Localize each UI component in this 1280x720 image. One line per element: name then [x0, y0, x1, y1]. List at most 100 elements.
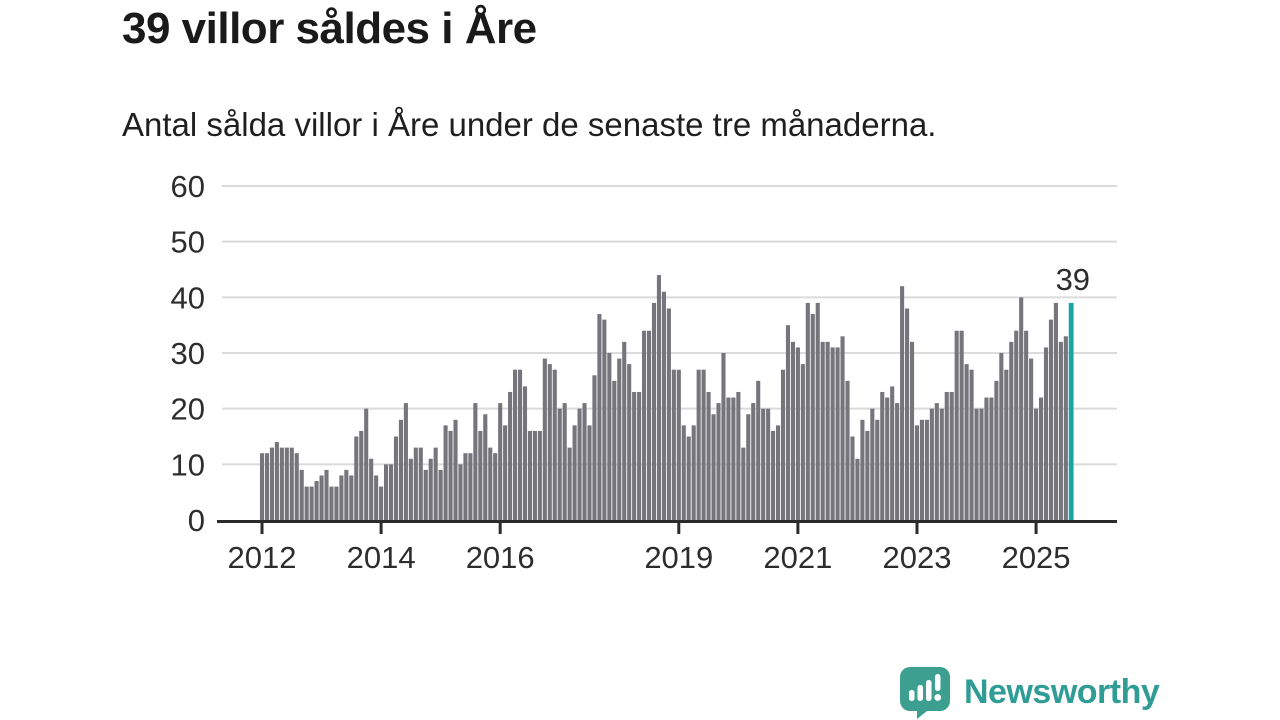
bar	[324, 469, 329, 520]
bar	[716, 403, 721, 520]
bar	[979, 408, 984, 520]
bar	[532, 430, 537, 520]
bar	[418, 447, 423, 520]
bar	[423, 469, 428, 520]
x-axis-tick-label: 2023	[882, 540, 951, 575]
bar	[939, 408, 944, 520]
bar	[795, 347, 800, 520]
bar	[914, 425, 920, 520]
bar	[761, 408, 766, 520]
y-axis-tick-label: 60	[171, 169, 205, 204]
bar	[900, 286, 905, 520]
bar	[989, 397, 994, 520]
bar	[513, 369, 518, 520]
bar	[259, 453, 265, 520]
bar	[909, 341, 915, 520]
bar	[503, 425, 508, 520]
bar	[800, 364, 805, 520]
bar	[656, 275, 662, 520]
bar	[483, 414, 488, 520]
bar	[354, 436, 359, 520]
bar	[1043, 347, 1049, 520]
bar	[508, 391, 513, 520]
bar	[805, 302, 810, 520]
bar	[403, 403, 408, 520]
bar	[547, 364, 552, 520]
bar	[1063, 336, 1068, 520]
x-axis-tick-label: 2021	[763, 540, 832, 575]
bar	[622, 341, 627, 520]
bar	[612, 380, 617, 520]
bar	[632, 391, 637, 520]
y-axis-tick-label: 30	[171, 336, 205, 371]
bar	[696, 369, 701, 520]
bar	[895, 403, 900, 520]
bar	[706, 391, 711, 520]
bar	[284, 447, 289, 520]
bar	[552, 369, 557, 520]
bar	[731, 397, 736, 520]
bar	[1029, 358, 1034, 520]
x-axis-tick-label: 2016	[466, 540, 535, 575]
speech-bubble-shape	[900, 667, 950, 719]
bar	[865, 430, 870, 520]
bar	[860, 419, 865, 520]
bar	[959, 330, 964, 520]
bar	[780, 369, 786, 520]
bar	[359, 430, 364, 520]
bar	[944, 391, 949, 520]
bar	[666, 308, 671, 520]
bar	[339, 475, 344, 520]
bar	[264, 453, 270, 520]
highlighted-bar-value-label: 39	[1056, 262, 1090, 297]
bar	[1048, 319, 1054, 520]
bar	[746, 414, 751, 520]
bar	[388, 464, 394, 520]
bar	[741, 447, 746, 520]
bar	[934, 403, 939, 520]
bar	[1019, 297, 1024, 520]
bar	[527, 430, 532, 520]
bar	[1053, 302, 1058, 520]
exclamation-stem	[935, 674, 941, 691]
bar	[756, 380, 761, 520]
bar	[562, 403, 567, 520]
bar	[646, 330, 652, 520]
bar	[453, 419, 458, 520]
exclamation-dot	[934, 694, 942, 701]
y-axis-tick-label: 40	[171, 280, 205, 315]
bar	[428, 458, 433, 520]
bar	[820, 341, 825, 520]
chart-title: 39 villor såldes i Åre	[122, 4, 537, 53]
newsworthy-logo: Newsworthy	[898, 664, 1160, 720]
bar	[557, 408, 562, 520]
bar	[1009, 341, 1014, 520]
bar	[999, 353, 1004, 520]
bar	[642, 330, 647, 520]
bar	[627, 364, 632, 520]
bar	[815, 302, 820, 520]
bar	[592, 375, 597, 520]
bar	[617, 358, 622, 520]
bar	[870, 408, 875, 520]
bar	[493, 453, 498, 520]
bar	[1038, 397, 1044, 520]
bar	[845, 380, 850, 520]
bar	[587, 425, 592, 520]
bar	[1058, 341, 1063, 520]
bar	[840, 336, 845, 520]
bar	[542, 358, 547, 520]
bar	[919, 419, 924, 520]
bar	[785, 325, 791, 520]
bar	[393, 436, 399, 520]
bar	[304, 486, 309, 520]
bar	[329, 486, 334, 520]
bar	[443, 425, 448, 520]
bar	[468, 453, 473, 520]
bar	[855, 458, 860, 520]
bar	[522, 386, 528, 520]
bar	[850, 436, 855, 520]
bar	[374, 475, 379, 520]
bar	[607, 353, 612, 520]
